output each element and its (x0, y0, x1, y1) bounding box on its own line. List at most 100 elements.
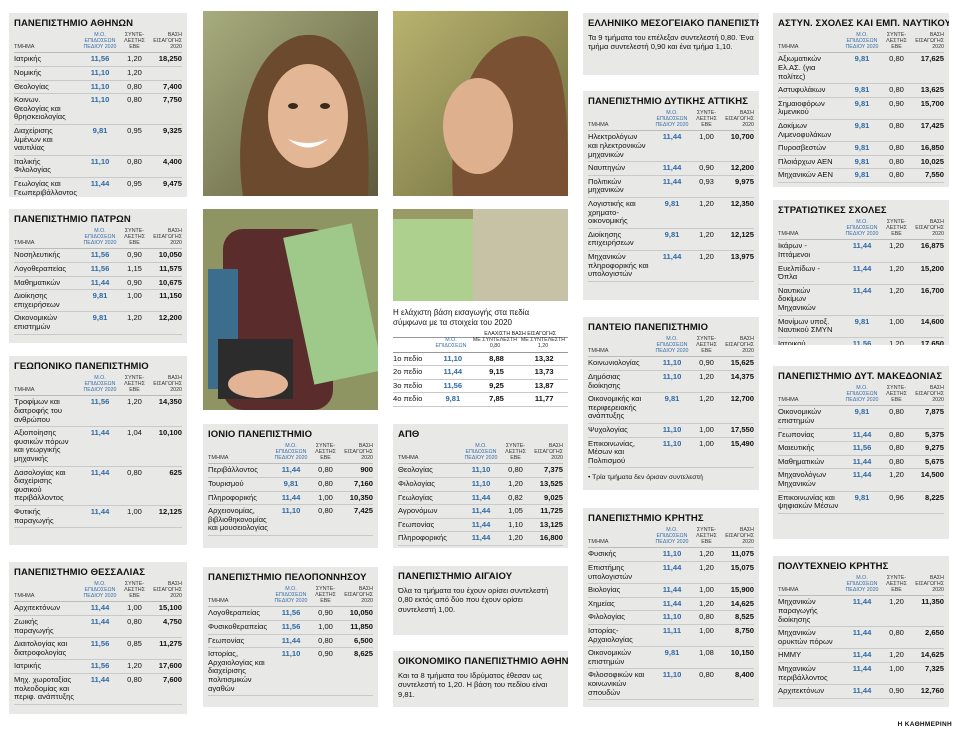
coefficient: 1,04 (127, 428, 142, 438)
dept-name: Ιατρικής (14, 661, 42, 671)
field-average: 11,44 (852, 663, 872, 673)
table-row: Ιστορίας, Αρχαιολογίας και διαχείρισης π… (208, 648, 373, 697)
dept-name: Οικονομικών επιστημών (778, 407, 822, 425)
panel-title: ΠΑΝΕΠΙΣΤΗΜΙΟ ΔΥΤΙΚΗΣ ΑΤΤΙΚΗΣ (588, 96, 749, 107)
table-row: Αστυφυλάκων 9,81 0,80 13,625 (778, 84, 944, 98)
table-row: Διαχείρισης λιμένων και ναυτιλίας 9,81 0,9… (14, 125, 182, 156)
admission-base: 14,625 (730, 598, 754, 608)
panel-footnote: • Τρία τμήματα δεν όρισαν συντελεστή (588, 474, 703, 482)
table-row: Φυσικοθεραπείας 11,56 1,00 11,850 (208, 621, 373, 635)
field-average: 11,44 (281, 635, 301, 645)
panel-aueb: ΟΙΚΟΝΟΜΙΚΟ ΠΑΝΕΠΙΣΤΗΜΙΟ ΑΘΗΝΩΝ Και τα 8 τ… (393, 651, 568, 707)
dept-name: Αρχιτεκτόνων (14, 603, 60, 613)
table-row: Ιταλικής Φιλολογίας 11,10 0,80 4,400 (14, 156, 182, 178)
dept-name: Ιατρικής (14, 54, 42, 64)
coefficient: 1,20 (127, 54, 142, 64)
dept-name: Ικάρων - Ιπτάμενοι (778, 241, 811, 259)
dept-name: Γεωπονίας (208, 635, 245, 645)
dept-name: Ναυτικών δοκίμων Μηχανικών (778, 285, 816, 312)
field-average: 11,10 (281, 649, 301, 659)
field-average: 11,44 (852, 470, 872, 480)
coefficient: 0,90 (889, 98, 904, 108)
field-average: 9,81 (854, 98, 870, 108)
coefficient: 0,80 (889, 407, 904, 417)
field-average: 11,44 (852, 456, 872, 466)
admission-base: 12,350 (730, 198, 754, 208)
coefficient: 1,20 (889, 650, 904, 660)
field-average: 9,81 (854, 143, 870, 153)
coefficient: 0,80 (889, 628, 904, 638)
dept-name: Φυσικής (588, 549, 617, 559)
panel-note: Και τα 8 τμήματα του Ιδρύματος έθεσαν ως… (398, 671, 548, 699)
coefficient: 1,20 (889, 285, 904, 295)
admission-base: 2,650 (924, 628, 944, 638)
table-row: Διοίκησης επιχειρήσεων 9,81 1,00 11,150 (14, 290, 182, 313)
admission-base: 7,600 (162, 674, 182, 684)
dept-name: Αστυφυλάκων (778, 85, 826, 95)
field-average: 9,81 (283, 478, 299, 488)
header-c2: Μ.Ο. ΕΠΙΔΟΣΕΩΝ ΠΕΔΙΟΥ 2020 (83, 32, 117, 50)
admission-base: 13,525 (539, 478, 563, 488)
table-row: Αρχιτεκτόνων 11,44 1,00 15,100 (14, 602, 182, 616)
coefficient: 0,85 (127, 639, 142, 649)
field-average: 9,81 (854, 170, 870, 180)
dept-name: Δοκίμων Λιμενοφυλάκων (778, 120, 832, 139)
admission-base: 4,750 (162, 616, 182, 626)
panel-note: Τα 9 τμήματα του επέλεξαν συντελεστή 0,8… (588, 33, 754, 52)
panel-athens: ΠΑΝΕΠΙΣΤΗΜΙΟ ΑΘΗΝΩΝ ΤΜΗΜΑ Μ.Ο. ΕΠΙΔΟΣΕΩΝ Π… (9, 13, 187, 197)
table-row: Πολιτικών μηχανικών 11,44 0,93 9,975 (588, 176, 754, 198)
dept-name: Μηχ. χωροταξίας πολεοδομίας και περιφ. α… (14, 674, 75, 702)
admission-base: 10,675 (158, 277, 182, 287)
coefficient: 0,80 (127, 156, 142, 166)
field-average: 9,81 (854, 407, 870, 417)
table-row: Διαιτολογίας και διατροφολογίας 11,56 0,85… (14, 638, 182, 661)
table-row: Οικονομικών επιστημών 9,81 1,08 10,150 (588, 647, 754, 670)
coefficient: 0,80 (889, 85, 904, 95)
admission-base: 16,800 (539, 533, 563, 543)
field-average: 11,44 (662, 585, 682, 595)
dept-name: Τροφίμων και διατροφής του ανθρώπου (14, 397, 63, 424)
table-row: Αρχειονομίας, βιβλιοθηκονομίας και μουσε… (208, 505, 373, 536)
dept-name: Πληροφορικής (398, 533, 447, 543)
table-row: Λογοθεραπείας 11,56 1,15 11,575 (14, 263, 182, 277)
coefficient: 0,80 (318, 635, 333, 645)
panel-aegean: ΠΑΝΕΠΙΣΤΗΜΙΟ ΑΙΓΑΙΟΥ Όλα τα τμήματα του έ… (393, 566, 568, 635)
field-average: 11,56 (90, 54, 110, 64)
coefficient: 0,80 (127, 467, 142, 477)
admission-base: 16,700 (920, 285, 944, 295)
min-base-row: 1ο πεδίο 11,10 8,88 13,32 (393, 353, 568, 367)
dept-name: Πολιτικών μηχανικών (588, 176, 624, 195)
panel-peloponnese: ΠΑΝΕΠΙΣΤΗΜΙΟ ΠΕΛΟΠΟΝΝΗΣΟΥ ΤΜΗΜΑ Μ.Ο. ΕΠΙΔΟ… (203, 567, 378, 707)
header-c2: Μ.Ο. ΕΠΙΔΟΣΕΩΝ ΠΕΔΙΟΥ 2020 (274, 443, 308, 461)
field-average: 11,44 (90, 674, 110, 684)
dept-name: Πυροσβεστών (778, 143, 826, 153)
field-average: 9,81 (664, 229, 680, 239)
table-row: Γεωπονίας 11,44 0,80 6,500 (208, 635, 373, 649)
panel-tuc: ΠΟΛΥΤΕΧΝΕΙΟ ΚΡΗΤΗΣ ΤΜΗΜΑ Μ.Ο. ΕΠΙΔΟΣΕΩΝ ΠΕ… (773, 556, 949, 707)
coefficient: 0,80 (889, 143, 904, 153)
field-name: 4ο πεδίο (393, 394, 423, 404)
panel-uniwa: ΠΑΝΕΠΙΣΤΗΜΙΟ ΔΥΤΙΚΗΣ ΑΤΤΙΚΗΣ ΤΜΗΜΑ Μ.Ο. ΕΠ… (583, 91, 759, 300)
header-c3: ΣΥΝΤΕ-ΛΕΣΤΗΣ ΕΒΕ (886, 32, 907, 50)
min-base-caption: Η ελάχιστη βάση εισαγωγής στα πεδία σύμφ… (393, 308, 530, 327)
dept-name: Ευελπίδων - Όπλα (778, 263, 820, 282)
field-average: 9,81 (664, 648, 680, 658)
coefficient: 1,00 (889, 316, 904, 326)
admission-base: 10,700 (730, 132, 754, 142)
field-average: 11,56 (90, 397, 110, 407)
table-header: ΤΜΗΜΑ Μ.Ο. ΕΠΙΔΟΣΕΩΝ ΠΕΔΙΟΥ 2020 ΣΥΝΤΕ-ΛΕΣ… (588, 336, 754, 358)
admission-base: 12,200 (730, 163, 754, 173)
coefficient: 0,93 (699, 176, 714, 186)
dept-name: Πληροφορικής (208, 492, 257, 502)
coefficient: 1,15 (127, 263, 142, 273)
dept-name: Διαχείρισης λιμένων και ναυτιλίας (14, 125, 53, 153)
field-average: 9,81 (854, 156, 870, 166)
header-c1: ΤΜΗΜΑ (778, 586, 799, 593)
base-120: 11,77 (534, 394, 554, 404)
field-average: 9,81 (854, 54, 870, 64)
field-average: 11,10 (662, 549, 682, 559)
header-c1: ΤΜΗΜΑ (208, 597, 229, 604)
header-c4: ΒΑΣΗ ΕΙΣΑΓΩΓΗΣ 2020 (725, 336, 754, 354)
dept-name: Επικοινωνίας και ψηφιακών Μέσων (778, 492, 839, 511)
dept-name: Νοσηλευτικής (14, 250, 61, 260)
